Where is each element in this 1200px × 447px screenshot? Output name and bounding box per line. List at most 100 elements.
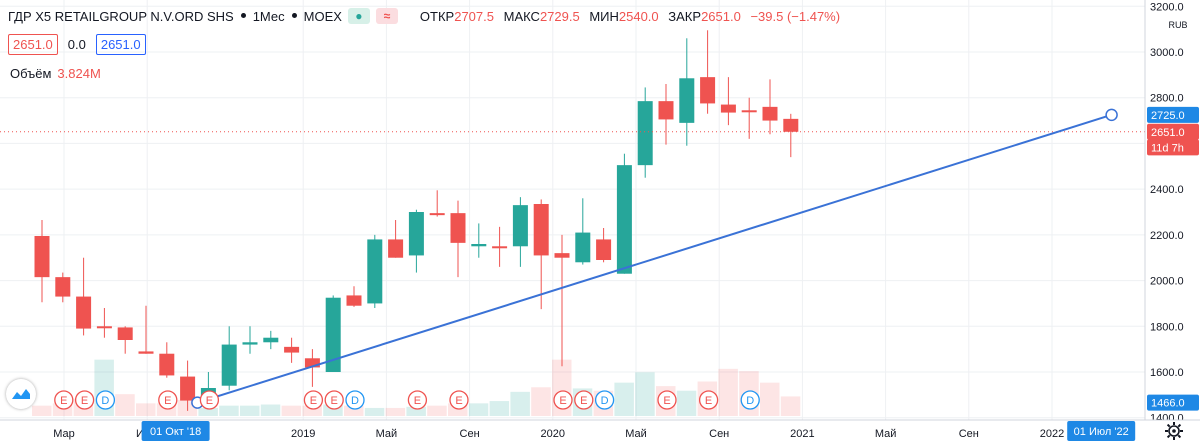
candle-body xyxy=(700,77,716,104)
event-circle xyxy=(199,390,220,410)
candle[interactable] xyxy=(783,113,799,158)
pink-wave-icon[interactable]: ≈ xyxy=(375,8,398,24)
ask-price[interactable]: 2651.0 xyxy=(95,34,146,55)
event-label: E xyxy=(164,395,171,407)
candle[interactable] xyxy=(367,234,383,308)
price-label-bg xyxy=(1147,106,1199,123)
candle[interactable] xyxy=(242,326,258,354)
candle[interactable] xyxy=(679,38,695,146)
candle[interactable] xyxy=(221,326,237,391)
candle[interactable] xyxy=(533,199,549,310)
spread-value: 0.0 xyxy=(67,37,86,52)
candle[interactable] xyxy=(96,308,112,338)
price-tick-label: 2400.0 xyxy=(1150,184,1184,196)
currency-label: RUB xyxy=(1168,20,1187,30)
event-circle xyxy=(303,390,324,410)
candle-body xyxy=(76,296,92,329)
candle[interactable] xyxy=(159,342,175,378)
volume-label: Объём xyxy=(10,66,52,81)
candle[interactable] xyxy=(596,228,612,263)
dividend-marker[interactable]: D xyxy=(594,390,615,410)
symbol-legend: ГДР X5 RETAILGROUP N.V.ORD SHS 1Мес MOEX… xyxy=(8,8,846,24)
earnings-marker[interactable]: E xyxy=(199,390,220,410)
candle[interactable] xyxy=(658,84,674,145)
earnings-marker[interactable]: E xyxy=(324,390,344,410)
candle-body xyxy=(138,351,154,354)
volume-bar xyxy=(614,382,634,416)
candle-body xyxy=(242,342,258,345)
candle[interactable] xyxy=(346,286,362,307)
candle[interactable] xyxy=(117,326,133,354)
candle[interactable] xyxy=(304,349,320,387)
candle[interactable] xyxy=(637,87,653,178)
candle[interactable] xyxy=(575,198,591,265)
time-tick-label: Мар xyxy=(53,428,75,440)
candle[interactable] xyxy=(512,197,528,267)
interval-label[interactable]: 1Мес xyxy=(252,8,285,24)
candle-body xyxy=(783,118,799,132)
green-market-icon[interactable]: ● xyxy=(347,8,370,24)
time-highlight-text: 01 Июл '22 xyxy=(1074,426,1129,438)
candle-body xyxy=(159,353,175,376)
price-tick-label: 3200.0 xyxy=(1150,1,1184,13)
candle[interactable] xyxy=(388,220,404,258)
earnings-marker[interactable]: E xyxy=(698,390,719,410)
event-circle xyxy=(698,390,719,410)
candle[interactable] xyxy=(450,200,466,278)
candle[interactable] xyxy=(408,209,424,273)
earnings-marker[interactable]: E xyxy=(574,390,594,410)
exchange-label: MOEX xyxy=(303,8,342,24)
candle[interactable] xyxy=(700,30,716,114)
candle[interactable] xyxy=(429,190,445,217)
earnings-marker[interactable]: E xyxy=(407,390,428,410)
price-label-text: 11d 7h xyxy=(1151,142,1184,154)
price-tick-label: 2200.0 xyxy=(1150,230,1184,242)
earnings-marker[interactable]: E xyxy=(303,390,324,410)
price-axis[interactable]: 3200.03000.02800.02600.02400.02200.02000… xyxy=(1144,0,1200,425)
candle[interactable] xyxy=(492,226,508,267)
earnings-marker[interactable]: E xyxy=(158,390,178,410)
candle[interactable] xyxy=(554,234,570,367)
bid-price[interactable]: 2651.0 xyxy=(8,34,58,55)
time-highlight-bg xyxy=(1067,421,1136,441)
volume-bar xyxy=(302,405,322,416)
candle[interactable] xyxy=(284,337,300,363)
event-circle xyxy=(95,390,116,410)
candle[interactable] xyxy=(263,330,279,350)
candle[interactable] xyxy=(138,305,154,354)
symbol-name[interactable]: ГДР X5 RETAILGROUP N.V.ORD SHS xyxy=(8,8,234,24)
earnings-marker[interactable]: E xyxy=(54,390,74,410)
dividend-marker[interactable]: D xyxy=(345,390,365,410)
candle[interactable] xyxy=(762,79,778,135)
candle[interactable] xyxy=(34,220,50,303)
event-circle xyxy=(657,390,677,410)
trendline-segment[interactable] xyxy=(197,113,1112,404)
volume-bar xyxy=(219,405,239,416)
price-label-text: 2725.0 xyxy=(1151,110,1185,122)
candle[interactable] xyxy=(76,257,92,336)
time-highlight-label: 01 Окт '18 xyxy=(141,421,210,441)
earnings-marker[interactable]: E xyxy=(449,390,469,410)
earnings-marker[interactable]: E xyxy=(657,390,677,410)
tradingview-logo-icon[interactable] xyxy=(6,379,36,409)
volume-bar xyxy=(406,406,426,416)
trendline-handle-icon[interactable] xyxy=(1105,108,1118,122)
settings-gear-icon[interactable] xyxy=(1163,420,1185,442)
candle[interactable] xyxy=(741,97,757,139)
separator-dot-icon xyxy=(240,12,246,18)
time-axis[interactable]: МарИюл2019МайСен2020МайСен2021МайСен2022… xyxy=(0,419,1200,445)
earnings-marker[interactable]: E xyxy=(74,390,95,410)
candle[interactable] xyxy=(471,223,487,258)
dividend-marker[interactable]: D xyxy=(95,390,116,410)
volume-bar xyxy=(676,390,697,416)
dividend-marker[interactable]: D xyxy=(740,390,760,410)
event-label: E xyxy=(81,395,88,407)
earnings-marker[interactable]: E xyxy=(553,390,573,410)
candle[interactable] xyxy=(180,360,196,411)
candle[interactable] xyxy=(616,153,632,274)
high-label: МАКС xyxy=(503,8,540,24)
open-value: 2707.5 xyxy=(454,8,494,24)
candle[interactable] xyxy=(55,272,71,303)
candle[interactable] xyxy=(720,77,736,126)
